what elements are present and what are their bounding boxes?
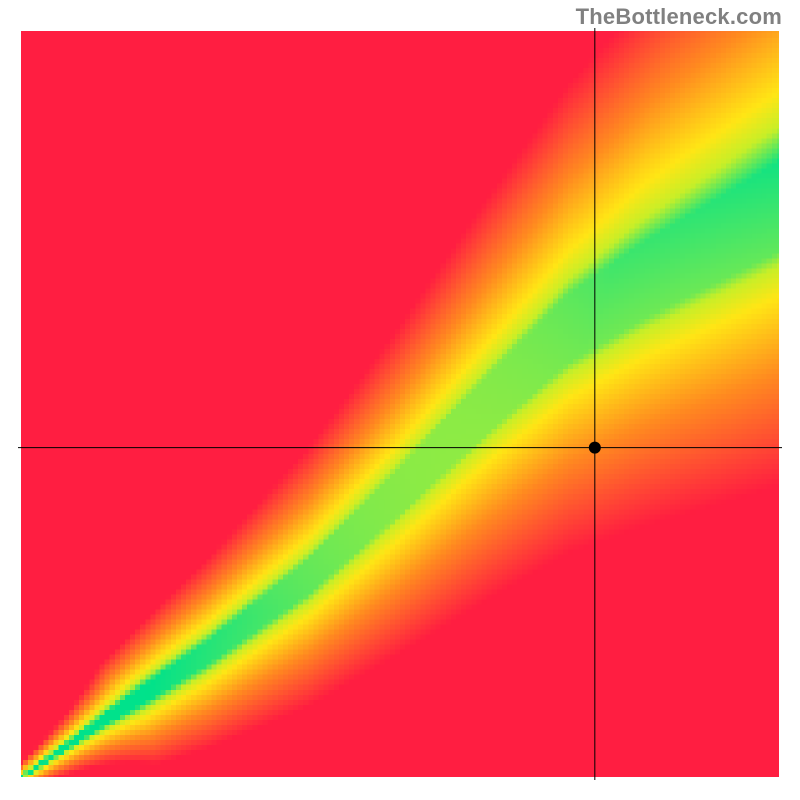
watermark-text: TheBottleneck.com [576,4,782,30]
bottleneck-heatmap [18,28,782,780]
plot-area [18,28,782,780]
